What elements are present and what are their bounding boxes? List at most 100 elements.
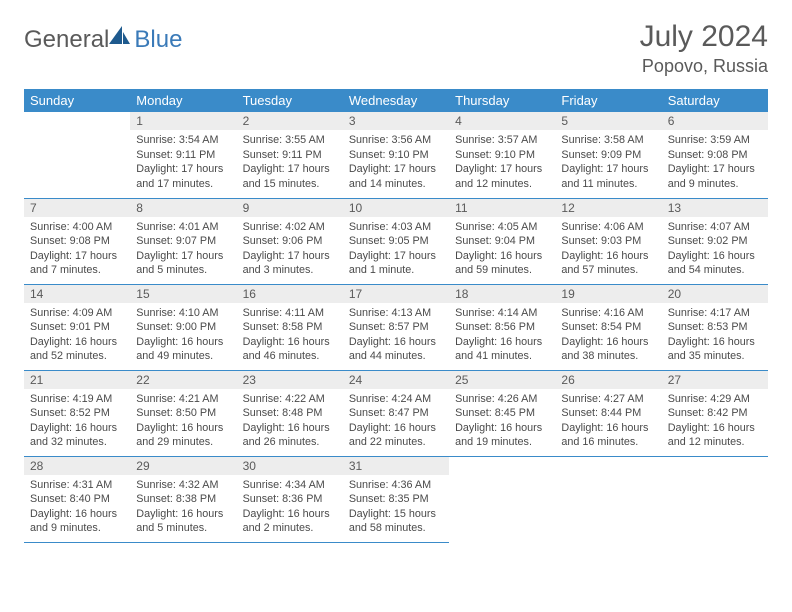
calendar-empty-cell bbox=[24, 112, 130, 198]
calendar-day-cell: 20Sunrise: 4:17 AMSunset: 8:53 PMDayligh… bbox=[662, 284, 768, 370]
day-number: 3 bbox=[343, 112, 449, 130]
dow-header: Saturday bbox=[662, 89, 768, 112]
day-number: 10 bbox=[343, 199, 449, 217]
calendar-day-cell: 31Sunrise: 4:36 AMSunset: 8:35 PMDayligh… bbox=[343, 456, 449, 542]
calendar-day-cell: 11Sunrise: 4:05 AMSunset: 9:04 PMDayligh… bbox=[449, 198, 555, 284]
calendar-day-cell: 4Sunrise: 3:57 AMSunset: 9:10 PMDaylight… bbox=[449, 112, 555, 198]
day-info: Sunrise: 4:19 AMSunset: 8:52 PMDaylight:… bbox=[24, 389, 130, 454]
calendar-day-cell: 21Sunrise: 4:19 AMSunset: 8:52 PMDayligh… bbox=[24, 370, 130, 456]
month-year: July 2024 bbox=[640, 20, 768, 54]
calendar-day-cell: 18Sunrise: 4:14 AMSunset: 8:56 PMDayligh… bbox=[449, 284, 555, 370]
day-info: Sunrise: 3:54 AMSunset: 9:11 PMDaylight:… bbox=[130, 130, 236, 195]
day-info: Sunrise: 4:03 AMSunset: 9:05 PMDaylight:… bbox=[343, 217, 449, 282]
day-info: Sunrise: 4:32 AMSunset: 8:38 PMDaylight:… bbox=[130, 475, 236, 540]
day-number: 26 bbox=[555, 371, 661, 389]
title-block: July 2024 Popovo, Russia bbox=[640, 20, 768, 77]
calendar-day-cell: 9Sunrise: 4:02 AMSunset: 9:06 PMDaylight… bbox=[237, 198, 343, 284]
calendar-day-cell: 17Sunrise: 4:13 AMSunset: 8:57 PMDayligh… bbox=[343, 284, 449, 370]
calendar-day-cell: 14Sunrise: 4:09 AMSunset: 9:01 PMDayligh… bbox=[24, 284, 130, 370]
day-number: 31 bbox=[343, 457, 449, 475]
calendar-day-cell: 6Sunrise: 3:59 AMSunset: 9:08 PMDaylight… bbox=[662, 112, 768, 198]
day-number: 7 bbox=[24, 199, 130, 217]
calendar-day-cell: 13Sunrise: 4:07 AMSunset: 9:02 PMDayligh… bbox=[662, 198, 768, 284]
day-number: 17 bbox=[343, 285, 449, 303]
day-number: 11 bbox=[449, 199, 555, 217]
calendar-day-cell: 24Sunrise: 4:24 AMSunset: 8:47 PMDayligh… bbox=[343, 370, 449, 456]
day-info: Sunrise: 4:36 AMSunset: 8:35 PMDaylight:… bbox=[343, 475, 449, 540]
day-number: 29 bbox=[130, 457, 236, 475]
day-number: 27 bbox=[662, 371, 768, 389]
dow-header: Tuesday bbox=[237, 89, 343, 112]
calendar-day-cell: 5Sunrise: 3:58 AMSunset: 9:09 PMDaylight… bbox=[555, 112, 661, 198]
calendar-empty-cell bbox=[449, 456, 555, 542]
day-number: 22 bbox=[130, 371, 236, 389]
day-of-week-row: SundayMondayTuesdayWednesdayThursdayFrid… bbox=[24, 89, 768, 112]
calendar-day-cell: 22Sunrise: 4:21 AMSunset: 8:50 PMDayligh… bbox=[130, 370, 236, 456]
day-number: 23 bbox=[237, 371, 343, 389]
day-number: 13 bbox=[662, 199, 768, 217]
calendar-body: 1Sunrise: 3:54 AMSunset: 9:11 PMDaylight… bbox=[24, 112, 768, 542]
day-info: Sunrise: 4:00 AMSunset: 9:08 PMDaylight:… bbox=[24, 217, 130, 282]
calendar-week-row: 21Sunrise: 4:19 AMSunset: 8:52 PMDayligh… bbox=[24, 370, 768, 456]
calendar-day-cell: 27Sunrise: 4:29 AMSunset: 8:42 PMDayligh… bbox=[662, 370, 768, 456]
calendar-week-row: 1Sunrise: 3:54 AMSunset: 9:11 PMDaylight… bbox=[24, 112, 768, 198]
day-info: Sunrise: 4:31 AMSunset: 8:40 PMDaylight:… bbox=[24, 475, 130, 540]
calendar-day-cell: 19Sunrise: 4:16 AMSunset: 8:54 PMDayligh… bbox=[555, 284, 661, 370]
calendar-day-cell: 23Sunrise: 4:22 AMSunset: 8:48 PMDayligh… bbox=[237, 370, 343, 456]
day-number: 1 bbox=[130, 112, 236, 130]
calendar-week-row: 28Sunrise: 4:31 AMSunset: 8:40 PMDayligh… bbox=[24, 456, 768, 542]
day-number: 12 bbox=[555, 199, 661, 217]
day-info: Sunrise: 4:07 AMSunset: 9:02 PMDaylight:… bbox=[662, 217, 768, 282]
calendar-day-cell: 12Sunrise: 4:06 AMSunset: 9:03 PMDayligh… bbox=[555, 198, 661, 284]
day-info: Sunrise: 3:56 AMSunset: 9:10 PMDaylight:… bbox=[343, 130, 449, 195]
calendar-day-cell: 7Sunrise: 4:00 AMSunset: 9:08 PMDaylight… bbox=[24, 198, 130, 284]
day-info: Sunrise: 4:21 AMSunset: 8:50 PMDaylight:… bbox=[130, 389, 236, 454]
day-number: 19 bbox=[555, 285, 661, 303]
day-info: Sunrise: 4:06 AMSunset: 9:03 PMDaylight:… bbox=[555, 217, 661, 282]
day-number: 6 bbox=[662, 112, 768, 130]
day-number: 21 bbox=[24, 371, 130, 389]
calendar-week-row: 7Sunrise: 4:00 AMSunset: 9:08 PMDaylight… bbox=[24, 198, 768, 284]
calendar-day-cell: 2Sunrise: 3:55 AMSunset: 9:11 PMDaylight… bbox=[237, 112, 343, 198]
calendar-week-row: 14Sunrise: 4:09 AMSunset: 9:01 PMDayligh… bbox=[24, 284, 768, 370]
calendar-day-cell: 1Sunrise: 3:54 AMSunset: 9:11 PMDaylight… bbox=[130, 112, 236, 198]
calendar-day-cell: 15Sunrise: 4:10 AMSunset: 9:00 PMDayligh… bbox=[130, 284, 236, 370]
day-info: Sunrise: 4:01 AMSunset: 9:07 PMDaylight:… bbox=[130, 217, 236, 282]
calendar-day-cell: 25Sunrise: 4:26 AMSunset: 8:45 PMDayligh… bbox=[449, 370, 555, 456]
day-info: Sunrise: 3:58 AMSunset: 9:09 PMDaylight:… bbox=[555, 130, 661, 195]
calendar-day-cell: 30Sunrise: 4:34 AMSunset: 8:36 PMDayligh… bbox=[237, 456, 343, 542]
calendar-table: SundayMondayTuesdayWednesdayThursdayFrid… bbox=[24, 89, 768, 543]
day-number: 5 bbox=[555, 112, 661, 130]
calendar-day-cell: 28Sunrise: 4:31 AMSunset: 8:40 PMDayligh… bbox=[24, 456, 130, 542]
calendar-day-cell: 3Sunrise: 3:56 AMSunset: 9:10 PMDaylight… bbox=[343, 112, 449, 198]
day-info: Sunrise: 4:22 AMSunset: 8:48 PMDaylight:… bbox=[237, 389, 343, 454]
calendar-empty-cell bbox=[662, 456, 768, 542]
day-info: Sunrise: 4:10 AMSunset: 9:00 PMDaylight:… bbox=[130, 303, 236, 368]
day-number: 18 bbox=[449, 285, 555, 303]
dow-header: Monday bbox=[130, 89, 236, 112]
day-number: 8 bbox=[130, 199, 236, 217]
day-info: Sunrise: 4:26 AMSunset: 8:45 PMDaylight:… bbox=[449, 389, 555, 454]
calendar-empty-cell bbox=[555, 456, 661, 542]
day-number: 30 bbox=[237, 457, 343, 475]
day-info: Sunrise: 4:34 AMSunset: 8:36 PMDaylight:… bbox=[237, 475, 343, 540]
calendar-day-cell: 8Sunrise: 4:01 AMSunset: 9:07 PMDaylight… bbox=[130, 198, 236, 284]
day-number: 9 bbox=[237, 199, 343, 217]
day-number: 14 bbox=[24, 285, 130, 303]
day-info: Sunrise: 4:24 AMSunset: 8:47 PMDaylight:… bbox=[343, 389, 449, 454]
calendar-day-cell: 10Sunrise: 4:03 AMSunset: 9:05 PMDayligh… bbox=[343, 198, 449, 284]
logo-text-general: General bbox=[24, 26, 109, 54]
location: Popovo, Russia bbox=[640, 56, 768, 77]
day-number: 16 bbox=[237, 285, 343, 303]
day-info: Sunrise: 3:57 AMSunset: 9:10 PMDaylight:… bbox=[449, 130, 555, 195]
logo-text-blue: Blue bbox=[134, 26, 182, 54]
day-info: Sunrise: 3:55 AMSunset: 9:11 PMDaylight:… bbox=[237, 130, 343, 195]
day-info: Sunrise: 4:17 AMSunset: 8:53 PMDaylight:… bbox=[662, 303, 768, 368]
day-info: Sunrise: 4:09 AMSunset: 9:01 PMDaylight:… bbox=[24, 303, 130, 368]
day-number: 20 bbox=[662, 285, 768, 303]
day-info: Sunrise: 4:02 AMSunset: 9:06 PMDaylight:… bbox=[237, 217, 343, 282]
day-number: 28 bbox=[24, 457, 130, 475]
page-header: General Blue July 2024 Popovo, Russia bbox=[24, 20, 768, 77]
day-number: 24 bbox=[343, 371, 449, 389]
day-info: Sunrise: 4:29 AMSunset: 8:42 PMDaylight:… bbox=[662, 389, 768, 454]
